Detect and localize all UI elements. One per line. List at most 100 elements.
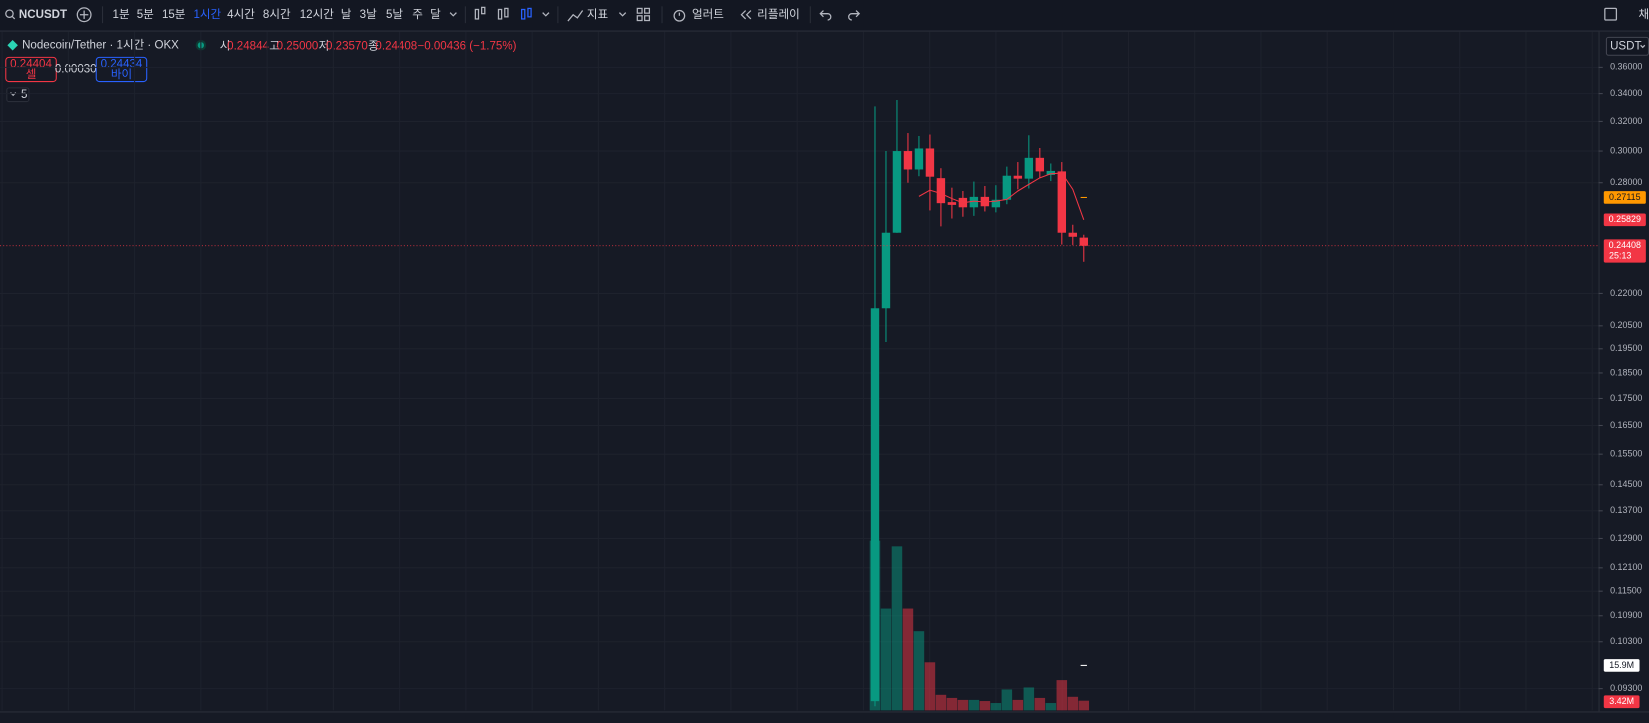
candle-body: [936, 178, 946, 204]
candle-body: [1024, 157, 1034, 179]
redo-button[interactable]: [848, 10, 861, 21]
interval-button[interactable]: 3날: [360, 8, 377, 21]
volume-bar: [1001, 689, 1013, 711]
interval-button[interactable]: 1분: [113, 8, 130, 21]
symbol[interactable]: NCUSDT: [19, 9, 67, 21]
y-tick-label: 0.20500: [1610, 320, 1642, 330]
legend-change: −0.00436 (−1.75%): [418, 40, 517, 52]
candle-body: [881, 232, 891, 309]
volume-marker-box: [1603, 659, 1640, 672]
interval-button[interactable]: 1시간: [194, 8, 222, 21]
toolbar-cut-text[interactable]: 채: [1638, 8, 1649, 21]
interval-button[interactable]: 4시간: [227, 8, 255, 21]
y-tick-label: 0.12900: [1610, 533, 1642, 543]
currency[interactable]: USDT: [1610, 40, 1641, 52]
volume-bar: [1034, 697, 1046, 711]
y-tick-label: 0.30000: [1610, 145, 1642, 155]
volume-value-box: [1603, 695, 1640, 709]
replay-button[interactable]: 리플레이: [757, 8, 800, 21]
interval-button[interactable]: 5날: [386, 8, 403, 21]
interval-button[interactable]: 날: [341, 8, 352, 21]
interval-button[interactable]: 달: [430, 7, 441, 21]
interval-button[interactable]: 주: [412, 9, 423, 21]
candle-body: [903, 151, 913, 170]
sell-button[interactable]: [5, 56, 57, 83]
interval-button[interactable]: 8시간: [263, 8, 291, 21]
buy-button[interactable]: [95, 56, 148, 83]
volume-bar: [1056, 680, 1068, 711]
candle-body: [914, 148, 924, 170]
candle-body: [991, 199, 1001, 208]
volume-bar: [957, 699, 969, 711]
price-label: 0.27115: [1609, 192, 1641, 202]
chart-style-menu[interactable]: [542, 12, 550, 17]
spread: 0.00030: [55, 64, 97, 76]
interval-button[interactable]: 15분: [162, 8, 186, 21]
replay-icon[interactable]: [740, 10, 752, 20]
toolbar: [0, 0, 1649, 31]
buy-label[interactable]: 바이: [111, 68, 132, 81]
hollow-candle-button[interactable]: [520, 7, 532, 20]
alerts-button[interactable]: 얼러트: [692, 7, 724, 21]
volume-bar: [1023, 687, 1035, 711]
undo-button[interactable]: [819, 10, 832, 21]
countdown: 25:13: [1609, 251, 1631, 261]
indicator-toggle[interactable]: [6, 87, 30, 103]
alert-icon[interactable]: [673, 9, 686, 22]
sell-label[interactable]: 셀: [26, 68, 37, 81]
candle-body: [969, 196, 979, 208]
ohlc-label: 시: [220, 39, 231, 52]
y-tick-label: 0.28000: [1610, 177, 1642, 187]
templates-button[interactable]: [636, 7, 651, 22]
candle-body: [925, 148, 935, 177]
y-tick-label: 0.19500: [1610, 343, 1642, 353]
price-label: 0.25829: [1609, 214, 1641, 224]
y-tick-label: 0.18500: [1610, 367, 1642, 377]
currency-box[interactable]: [1605, 36, 1649, 56]
volume-value-label: 3.42M: [1609, 696, 1634, 706]
y-tick-label: 0.17500: [1610, 393, 1642, 403]
volume-bar: [979, 701, 991, 711]
fullscreen-button[interactable]: [1604, 7, 1618, 21]
volume-marker-label: 15.9M: [1609, 660, 1634, 670]
add-symbol-button[interactable]: [76, 7, 92, 23]
candle-body: [870, 308, 880, 702]
indicator-icon[interactable]: [567, 10, 584, 22]
legend-title: Nodecoin/Tether · 1시간 · OKX: [22, 38, 179, 51]
currency-menu[interactable]: [1640, 44, 1646, 49]
candle-body: [1013, 175, 1023, 179]
interval-menu[interactable]: [449, 12, 457, 17]
volume-bar: [902, 608, 914, 711]
candle-style-button[interactable]: [497, 7, 509, 20]
y-tick-label: 0.36000: [1610, 62, 1642, 72]
candle-body: [1079, 237, 1088, 246]
bar-style-button[interactable]: [474, 6, 486, 20]
interval-button[interactable]: 12시간: [300, 8, 334, 21]
volume-bar: [924, 662, 936, 711]
volume-bar: [891, 546, 903, 711]
y-tick-label: 0.13700: [1610, 505, 1642, 515]
volume-bar: [968, 699, 980, 711]
indicator-menu[interactable]: [618, 12, 627, 17]
volume-bar: [935, 694, 947, 711]
indicators-button[interactable]: 지표: [587, 8, 609, 21]
volume-bar: [1067, 696, 1079, 711]
y-tick-label: 0.11500: [1610, 586, 1642, 596]
volume-bar: [946, 697, 958, 711]
y-tick-label: 0.14500: [1610, 479, 1642, 489]
y-tick-label: 0.09300: [1610, 683, 1642, 693]
moving-average: [918, 172, 1085, 220]
y-tick-label: 0.10300: [1610, 636, 1642, 646]
price-label-box: [1603, 191, 1646, 204]
volume-bar: [1045, 703, 1057, 711]
ohlc-label: 고: [269, 40, 280, 52]
search-icon[interactable]: [5, 9, 16, 20]
y-tick-label: 0.15500: [1610, 449, 1642, 459]
indicator-count[interactable]: 5: [21, 89, 27, 101]
volume-bar: [1078, 700, 1090, 711]
interval-button[interactable]: 5분: [137, 8, 154, 21]
candle-body: [947, 202, 957, 205]
candle-body: [1035, 157, 1045, 172]
candle-body: [892, 151, 902, 233]
